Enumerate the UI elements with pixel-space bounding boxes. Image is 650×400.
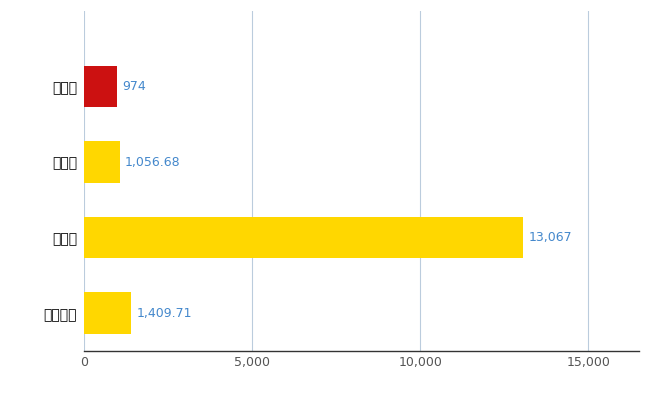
Text: 1,409.71: 1,409.71 [136,307,192,320]
Bar [84,66,117,108]
Bar [84,217,523,258]
Text: 1,056.68: 1,056.68 [125,156,180,169]
Text: 13,067: 13,067 [528,231,572,244]
Bar [84,142,120,183]
Text: 974: 974 [122,80,146,93]
Bar [84,292,131,334]
